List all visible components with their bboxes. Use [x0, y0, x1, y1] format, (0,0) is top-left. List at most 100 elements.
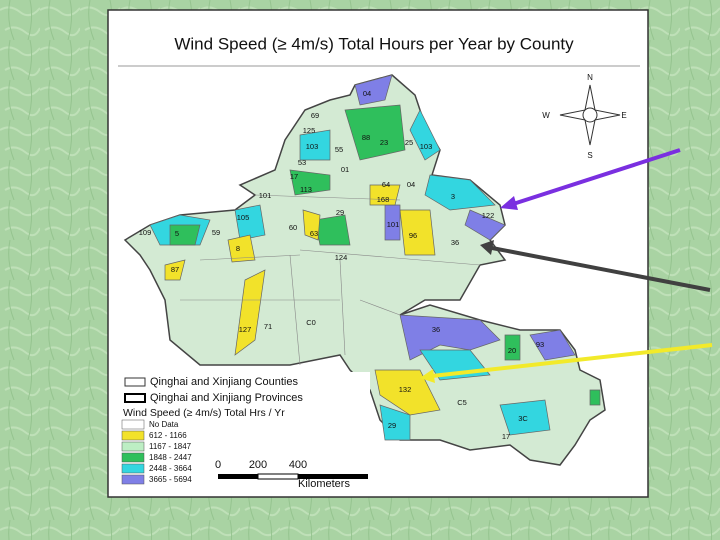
county-label: 127 — [239, 325, 252, 334]
county-region — [374, 369, 441, 416]
county-label: 53 — [298, 158, 306, 167]
county-label: 105 — [237, 213, 250, 222]
legend-class-label: 3665 - 5694 — [149, 475, 192, 484]
county-label: 36 — [432, 325, 440, 334]
county-label: 101 — [387, 220, 400, 229]
county-label: 103 — [306, 142, 319, 151]
county-region — [504, 334, 521, 361]
county-label: 04 — [407, 180, 415, 189]
county-border — [299, 249, 481, 266]
county-label: 88 — [362, 133, 370, 142]
county-label: 59 — [212, 228, 220, 237]
legend-class-label: No Data — [149, 420, 179, 429]
scale-unit: Kilometers — [298, 478, 350, 490]
compass — [559, 84, 621, 146]
county-label: 01 — [341, 165, 349, 174]
county-label: 124 — [335, 253, 348, 262]
legend-text: Qinghai and Xinjiang Provinces — [150, 392, 303, 404]
county-label: C5 — [457, 398, 467, 407]
legend-swatch — [121, 441, 145, 452]
county-label: 3 — [451, 192, 455, 201]
county-label: 60 — [289, 223, 297, 232]
county-region — [169, 224, 201, 246]
county-label: 96 — [409, 231, 417, 240]
map-title: Wind Speed (≥ 4m/s) Total Hours per Year… — [174, 34, 574, 53]
county-region — [424, 174, 496, 211]
county-label: 29 — [388, 421, 396, 430]
county-label: 103 — [420, 142, 433, 151]
legend-class-label: 1848 - 2447 — [149, 453, 192, 462]
scale-bar — [257, 473, 299, 480]
county-region — [234, 269, 266, 356]
scale-tick-label: 200 — [249, 459, 267, 471]
county-region — [399, 209, 436, 256]
county-label: 25 — [405, 138, 413, 147]
county-region — [234, 204, 266, 241]
county-label: 29 — [336, 208, 344, 217]
county-region — [354, 74, 393, 106]
legend-swatch — [121, 430, 145, 441]
compass-label: W — [542, 111, 550, 120]
county-label: 36 — [451, 238, 459, 247]
county-label: 55 — [335, 145, 343, 154]
county-label: 17 — [502, 432, 510, 441]
county-label: 101 — [259, 191, 272, 200]
legend-swatch — [121, 474, 145, 485]
county-label: 168 — [377, 195, 390, 204]
county-label: 17 — [290, 172, 298, 181]
legend-text: Qinghai and Xinjiang Counties — [150, 376, 298, 388]
annotation-arrows — [420, 148, 713, 383]
county-label: 8 — [236, 244, 240, 253]
county-region — [314, 214, 351, 246]
scale-tick-label: 0 — [215, 459, 221, 471]
legend-swatch — [121, 419, 145, 430]
county-label: 23 — [380, 138, 388, 147]
county-region — [302, 209, 321, 241]
compass-label: N — [587, 73, 593, 82]
county-region — [464, 209, 506, 241]
county-border — [359, 299, 401, 316]
county-label: 109 — [139, 228, 152, 237]
county-label: 122 — [482, 211, 495, 220]
legend-swatch — [121, 452, 145, 463]
county-region — [499, 399, 551, 436]
county-region — [164, 259, 186, 281]
county-label: 64 — [382, 180, 390, 189]
county-region — [589, 389, 601, 406]
county-label: 5 — [175, 229, 179, 238]
compass-label: S — [587, 151, 592, 160]
legend-swatch — [124, 393, 146, 403]
county-label: 93 — [536, 340, 544, 349]
county-label: 63 — [310, 229, 318, 238]
county-label: 71 — [264, 322, 272, 331]
county-border — [339, 259, 346, 356]
legend-box — [118, 372, 370, 492]
legend-swatch — [124, 377, 146, 387]
county-label: 132 — [399, 385, 412, 394]
county-label: C0 — [306, 318, 316, 327]
county-region — [299, 129, 331, 161]
county-label: 113 — [300, 185, 312, 194]
county-border — [254, 194, 401, 201]
county-border — [199, 254, 301, 261]
legend-class-label: 2448 - 3664 — [149, 464, 192, 473]
county-label: 04 — [363, 89, 371, 98]
scale-bar — [298, 474, 368, 479]
scale-bar — [218, 474, 258, 479]
scale-labels: 0 200 400 Kilometers — [215, 459, 351, 490]
legend-heading: Wind Speed (≥ 4m/s) Total Hrs / Yr — [123, 407, 285, 419]
legend-class-label: 1167 - 1847 — [149, 442, 192, 451]
legend-classes: No Data 612 - 1166 1167 - 1847 1848 - 2447 2… — [121, 419, 192, 485]
scale-tick-label: 400 — [289, 459, 307, 471]
county-label: 20 — [508, 346, 516, 355]
county-region — [409, 109, 441, 161]
county-region — [344, 104, 406, 161]
county-label: 3C — [518, 414, 528, 423]
county-label: 125 — [303, 126, 316, 135]
county-border — [289, 254, 301, 366]
compass-label: E — [621, 111, 626, 120]
county-region — [379, 404, 411, 441]
county-region — [529, 329, 576, 361]
